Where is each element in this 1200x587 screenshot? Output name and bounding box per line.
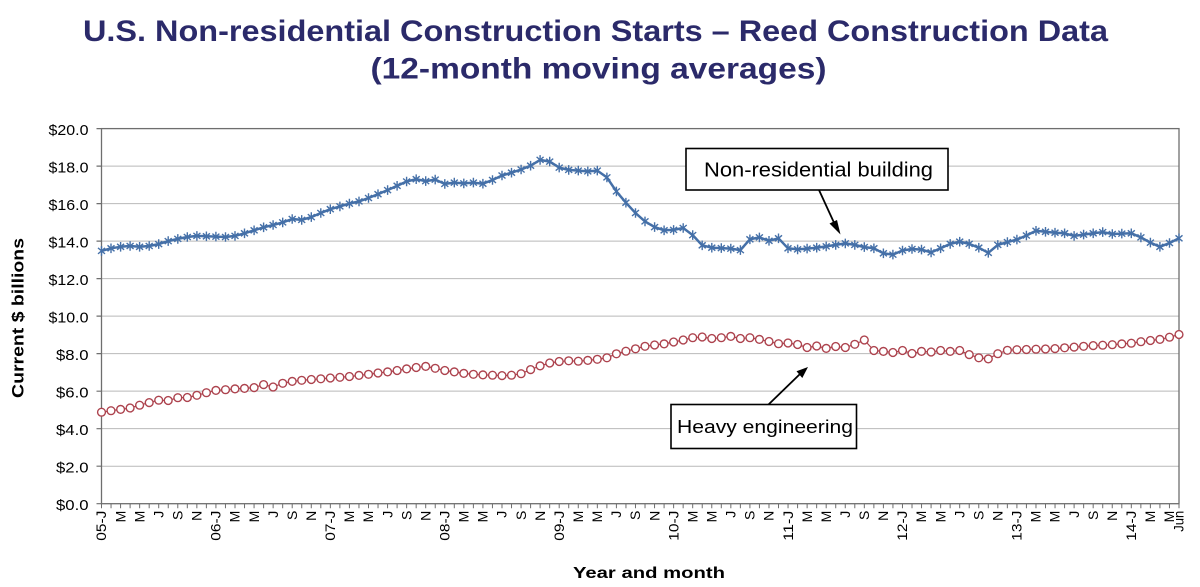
svg-text:M: M [818,511,834,523]
svg-text:$16.0: $16.0 [49,197,89,214]
svg-text:$6.0: $6.0 [56,384,89,401]
svg-text:$10.0: $10.0 [49,309,89,326]
svg-text:$2.0: $2.0 [56,459,89,476]
svg-text:J: J [723,511,739,518]
svg-text:S: S [742,511,758,520]
svg-text:M: M [799,511,815,523]
svg-text:N: N [990,511,1006,521]
svg-text:M: M [475,511,491,523]
svg-text:09-J: 09-J [551,511,567,541]
svg-text:S: S [856,511,872,520]
svg-text:N: N [761,511,777,521]
svg-text:N: N [303,511,319,521]
svg-text:Heavy engineering: Heavy engineering [677,417,853,437]
svg-text:J: J [951,511,967,518]
svg-text:$8.0: $8.0 [56,347,89,364]
svg-text:M: M [570,511,586,523]
svg-text:M: M [227,511,243,523]
svg-text:U.S. Non-residential Construct: U.S. Non-residential Construction Starts… [83,15,1109,48]
svg-text:J: J [379,511,395,518]
svg-text:J: J [150,511,166,518]
svg-text:S: S [398,511,414,520]
svg-text:M: M [131,511,147,523]
svg-text:Year and month: Year and month [573,565,725,582]
svg-text:M: M [1028,511,1044,523]
svg-text:J: J [494,511,510,518]
svg-text:10-J: 10-J [665,511,681,541]
svg-text:N: N [417,511,433,521]
svg-text:$4.0: $4.0 [56,422,89,439]
svg-text:S: S [513,511,529,520]
svg-text:M: M [932,511,948,523]
svg-text:Non-residential building: Non-residential building [704,160,933,182]
svg-text:M: M [360,511,376,523]
svg-text:S: S [627,511,643,520]
svg-text:M: M [246,511,262,523]
svg-text:Current $ billions: Current $ billions [9,238,28,398]
svg-text:N: N [1104,511,1120,521]
svg-text:$0.0: $0.0 [56,497,89,514]
svg-text:J: J [837,511,853,518]
svg-text:M: M [456,511,472,523]
svg-text:N: N [532,511,548,521]
svg-text:M: M [913,511,929,523]
svg-text:J: J [265,511,281,518]
svg-text:S: S [970,511,986,520]
svg-text:N: N [875,511,891,521]
svg-text:J: J [608,511,624,518]
svg-text:S: S [1085,511,1101,520]
svg-text:$12.0: $12.0 [49,272,89,289]
svg-text:13-J: 13-J [1009,511,1025,541]
svg-text:M: M [684,511,700,523]
svg-text:$20.0: $20.0 [49,122,89,139]
svg-text:(12-month moving averages): (12-month moving averages) [371,53,827,86]
svg-text:$14.0: $14.0 [49,234,89,251]
svg-text:M: M [1047,511,1063,523]
svg-text:05-J: 05-J [93,511,109,541]
svg-text:M: M [1161,511,1177,523]
svg-text:12-J: 12-J [894,511,910,541]
svg-text:M: M [112,511,128,523]
svg-text:M: M [703,511,719,523]
svg-text:06-J: 06-J [208,511,224,541]
svg-text:M: M [341,511,357,523]
svg-text:M: M [1142,511,1158,523]
svg-text:11-J: 11-J [780,511,796,541]
svg-text:J: J [1066,511,1082,518]
svg-text:$18.0: $18.0 [49,159,89,176]
svg-text:07-J: 07-J [322,511,338,541]
svg-text:S: S [169,511,185,520]
svg-text:Jun: Jun [1171,511,1187,532]
svg-text:14-J: 14-J [1123,511,1139,541]
svg-text:S: S [284,511,300,520]
svg-text:N: N [646,511,662,521]
svg-text:N: N [189,511,205,521]
svg-text:08-J: 08-J [436,511,452,541]
svg-text:M: M [589,511,605,523]
